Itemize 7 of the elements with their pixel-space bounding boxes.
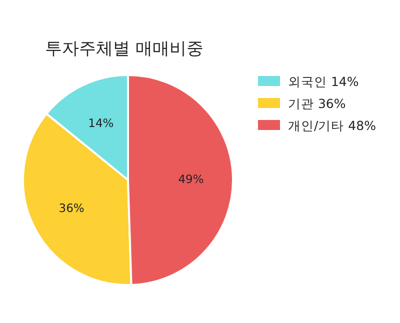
legend-label: 기관 36% [288, 96, 346, 111]
data-label: 36% [58, 200, 84, 215]
data-label: 14% [88, 116, 114, 130]
data-label: 49% [178, 172, 204, 186]
legend-label: 외국인 14% [288, 74, 359, 89]
legend-label: 개인/기타 48% [288, 118, 376, 133]
chart-title: 투자주체별 매매비중 [45, 39, 204, 59]
